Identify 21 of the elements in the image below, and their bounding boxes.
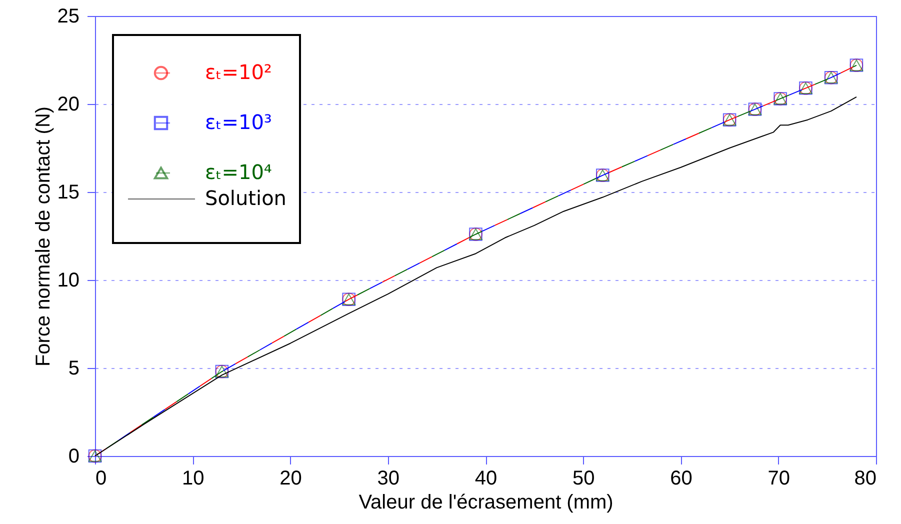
y-tick-label: 10 <box>57 270 80 292</box>
x-axis-title: Valeur de l'écrasement (mm) <box>358 492 614 514</box>
y-tick-label: 15 <box>57 182 80 204</box>
x-tick-label: 0 <box>96 468 107 490</box>
x-tick-label: 40 <box>474 468 498 490</box>
x-tick-label: 30 <box>377 468 400 490</box>
x-tick-label: 50 <box>572 468 595 490</box>
legend-label: Solution <box>205 186 286 210</box>
x-tick-label: 10 <box>182 468 204 490</box>
y-axis-title: Force normale de contact (N) <box>32 106 54 367</box>
x-tick-label: 70 <box>768 468 790 490</box>
y-tick-label: 5 <box>68 358 80 380</box>
legend-label: εₜ=10³ <box>205 110 272 134</box>
x-tick-label: 60 <box>670 468 692 490</box>
legend-label: εₜ=10⁴ <box>205 160 272 184</box>
y-tick-label: 25 <box>57 6 80 28</box>
y-tick-label: 0 <box>68 446 80 468</box>
legend-label: εₜ=10² <box>205 60 272 84</box>
y-tick-label: 20 <box>57 94 80 116</box>
x-tick-label: 20 <box>280 468 302 490</box>
x-tick-label: 80 <box>854 468 876 490</box>
